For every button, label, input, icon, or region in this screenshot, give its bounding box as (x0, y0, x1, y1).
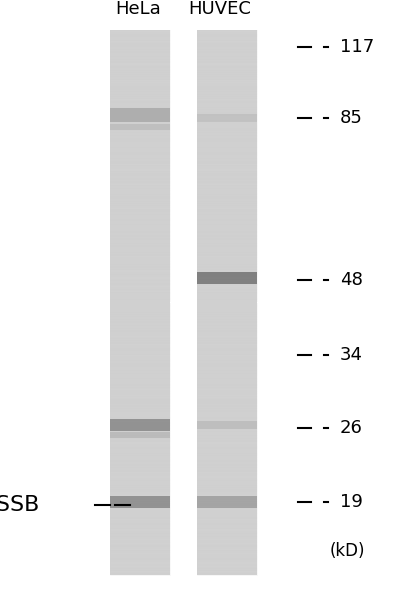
Bar (110, 30, 170, 575)
Text: HeLa: HeLa (115, 0, 161, 18)
Bar (197, 421, 257, 429)
Text: 48: 48 (340, 271, 363, 289)
Text: 26: 26 (340, 419, 363, 437)
Bar (197, 272, 257, 284)
Text: HUVEC: HUVEC (189, 0, 252, 18)
Bar (197, 114, 257, 122)
Text: 117: 117 (340, 38, 374, 56)
Bar (110, 432, 170, 438)
Text: 19: 19 (340, 493, 363, 511)
Bar (197, 496, 257, 508)
Bar (110, 108, 170, 122)
Bar (110, 124, 170, 130)
Text: MtSSB: MtSSB (0, 495, 40, 515)
Text: 85: 85 (340, 109, 363, 127)
Text: 34: 34 (340, 346, 363, 364)
Bar (197, 30, 257, 575)
Bar (110, 496, 170, 508)
Text: (kD): (kD) (330, 542, 365, 560)
Bar (110, 419, 170, 431)
